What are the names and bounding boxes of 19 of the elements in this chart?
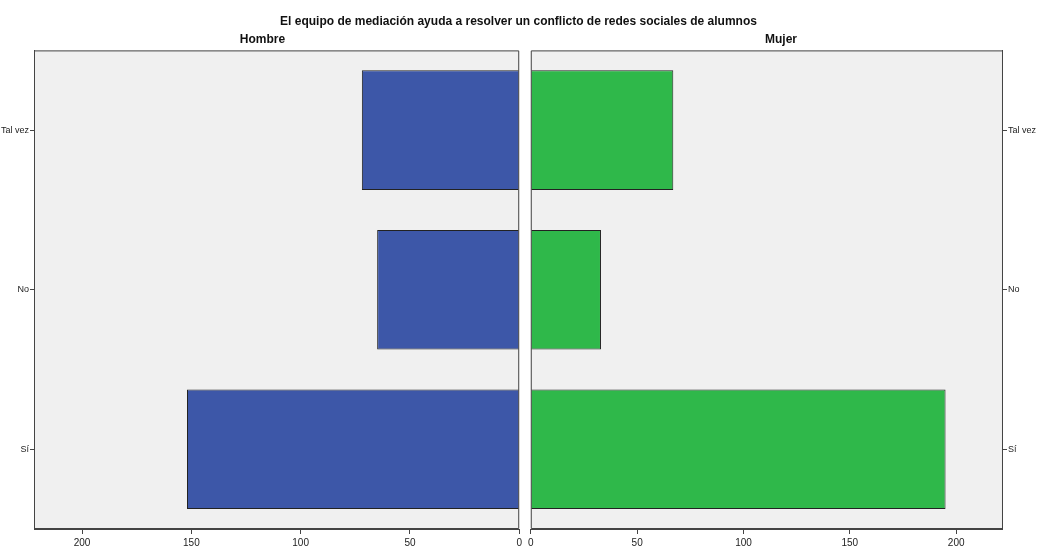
x-tick-label: 200 — [947, 536, 965, 548]
x-tick-label: 0 — [528, 536, 534, 548]
y-tick-label: Sí — [20, 443, 30, 454]
y-tick-label: Tal vez — [1007, 124, 1037, 135]
chart-subtitle: Hombre — [239, 31, 286, 46]
x-tick-label: 150 — [841, 536, 859, 548]
x-tick-label: 100 — [735, 536, 753, 548]
chart-subtitle: Mujer — [764, 31, 798, 46]
y-tick-label: No — [1007, 284, 1020, 295]
x-tick-label: 200 — [73, 536, 91, 548]
chart-title: El equipo de mediación ayuda a resolver un conflicto de redes sociales de alumnos — [279, 13, 758, 30]
y-tick-label: Sí — [1007, 443, 1017, 454]
x-tick-label: 100 — [292, 536, 310, 548]
x-tick-label: 50 — [631, 536, 644, 548]
x-tick-label: 50 — [404, 536, 416, 548]
y-tick-label: Tal vez — [1, 124, 30, 135]
x-tick-label: 150 — [183, 536, 201, 548]
y-tick-label: No — [17, 284, 30, 295]
x-tick-label: 0 — [516, 536, 523, 548]
